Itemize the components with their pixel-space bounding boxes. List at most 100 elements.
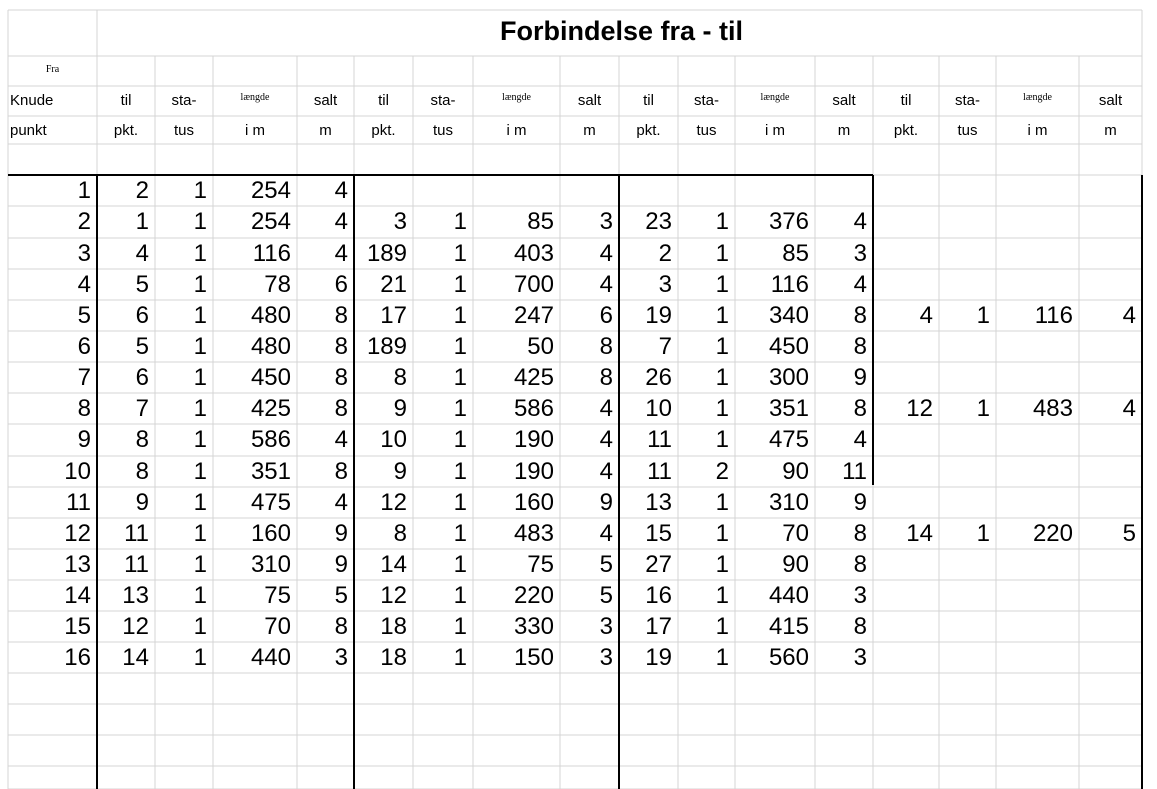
table-cell: 1 (453, 364, 467, 391)
table-cell: 1 (193, 364, 207, 391)
table-cell: 7 (135, 395, 149, 422)
table-cell: 310 (250, 551, 291, 578)
table-cell: 1 (976, 520, 990, 547)
table-cell: 9 (599, 489, 613, 516)
table-cell: 8 (334, 613, 348, 640)
table-cell: 12 (380, 489, 407, 516)
table-cell: 11 (842, 458, 867, 485)
column-header: længde (240, 92, 270, 103)
table-cell: 11 (647, 426, 672, 453)
table-cell: 8 (853, 551, 867, 578)
table-cell: 1 (715, 364, 729, 391)
column-header: pkt. (893, 122, 919, 139)
table-cell: 560 (768, 644, 809, 671)
table-cell: 1 (715, 613, 729, 640)
table-cell: 190 (513, 458, 554, 485)
table-cell: 450 (250, 364, 291, 391)
table-cell: 17 (380, 302, 407, 329)
table-cell: 440 (768, 582, 809, 609)
column-header: til (643, 92, 654, 109)
table-cell: 15 (64, 613, 91, 640)
table-cell: 4 (1122, 395, 1136, 422)
table-cell: 1 (453, 644, 467, 671)
table-cell: 1 (715, 426, 729, 453)
table-cell: 13 (122, 582, 149, 609)
table-cell: 8 (599, 333, 613, 360)
table-cell: 1 (715, 489, 729, 516)
table-cell: 23 (645, 208, 672, 235)
table-cell: 254 (250, 177, 291, 204)
table-cell: 376 (768, 208, 809, 235)
table-cell: 1 (453, 302, 467, 329)
table-cell: 10 (64, 458, 91, 485)
table-cell: 78 (264, 271, 291, 298)
table-cell: 4 (853, 271, 867, 298)
table-cell: 1 (193, 551, 207, 578)
table-cell: 1 (193, 395, 207, 422)
table-cell: 12 (64, 520, 91, 547)
table-cell: 4 (334, 489, 348, 516)
table-cell: 75 (264, 582, 291, 609)
column-header: tus (957, 122, 978, 139)
table-cell: 1 (453, 551, 467, 578)
table-cell: 1 (453, 271, 467, 298)
table-cell: 9 (135, 489, 149, 516)
table-cell: 2 (77, 208, 91, 235)
column-header: m (583, 122, 596, 139)
table-cell: 3 (599, 208, 613, 235)
table-cell: 1 (715, 271, 729, 298)
table-cell: 1 (453, 613, 467, 640)
table-cell: 1 (193, 426, 207, 453)
sheet-title: Forbindelse fra - til (500, 16, 744, 46)
table-cell: 4 (599, 395, 613, 422)
table-cell: 10 (645, 395, 672, 422)
table-cell: 3 (393, 208, 407, 235)
table-cell: 4 (853, 426, 867, 453)
table-cell: 2 (715, 458, 729, 485)
column-header: i m (1027, 122, 1048, 139)
table-cell: 586 (513, 395, 554, 422)
table-cell: 6 (135, 364, 149, 391)
table-cell: 12 (380, 582, 407, 609)
table-cell: 8 (135, 458, 149, 485)
table-cell: 1 (193, 208, 207, 235)
table-cell: 440 (250, 644, 291, 671)
table-cell: 6 (334, 271, 348, 298)
column-header: m (319, 122, 332, 139)
table-cell: 1 (453, 333, 467, 360)
table-cell: 1 (193, 333, 207, 360)
table-cell: 8 (853, 333, 867, 360)
table-cell: 475 (768, 426, 809, 453)
table-cell: 5 (77, 302, 91, 329)
table-cell: 1 (77, 177, 91, 204)
table-cell: 8 (334, 333, 348, 360)
table-cell: 7 (658, 333, 672, 360)
column-header: længde (1023, 92, 1052, 103)
table-cell: 16 (64, 644, 91, 671)
table-cell: 1 (715, 551, 729, 578)
table-cell: 403 (513, 240, 554, 267)
table-cell: 1 (453, 489, 467, 516)
table-cell: 9 (77, 426, 91, 453)
table-cell: 14 (380, 551, 407, 578)
table-cell: 85 (782, 240, 809, 267)
table-cell: 116 (252, 240, 291, 267)
table-cell: 90 (782, 458, 809, 485)
table-cell: 483 (513, 520, 554, 547)
table-cell: 8 (135, 426, 149, 453)
table-cell: 4 (919, 302, 933, 329)
table-cell: 70 (264, 613, 291, 640)
table-cell: 160 (250, 520, 291, 547)
table-cell: 425 (250, 395, 291, 422)
table-cell: 18 (380, 644, 407, 671)
table-cell: 1 (193, 582, 207, 609)
table-cell: 3 (599, 613, 613, 640)
table-cell: 1 (715, 395, 729, 422)
table-cell: 480 (250, 333, 291, 360)
table-cell: 1 (453, 208, 467, 235)
table-cell: 7 (77, 364, 91, 391)
table-cell: 475 (250, 489, 291, 516)
table-cell: 5 (599, 582, 613, 609)
